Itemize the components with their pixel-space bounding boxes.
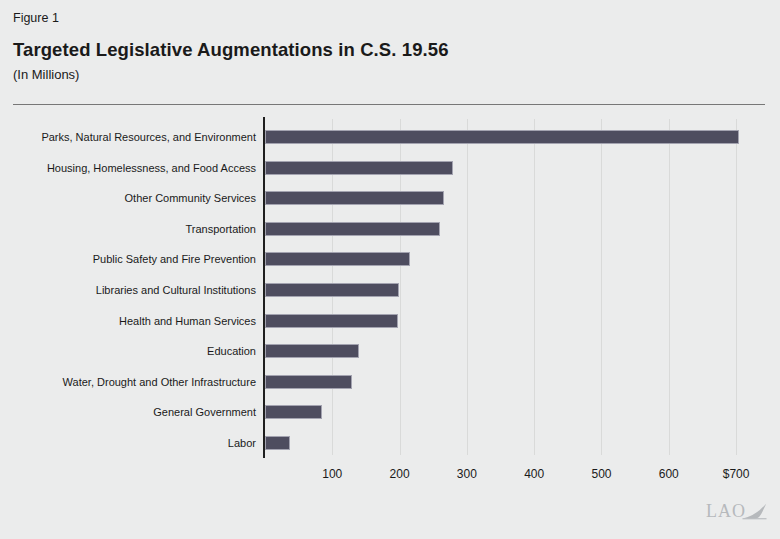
- chart-row: Public Safety and Fire Prevention: [265, 244, 765, 275]
- lao-logo: LAO: [706, 501, 767, 525]
- category-label: Libraries and Cultural Institutions: [96, 284, 256, 296]
- chart-row: Transportation: [265, 214, 765, 245]
- x-tick-label: 500: [591, 467, 611, 481]
- bar: [265, 314, 398, 328]
- category-label: Other Community Services: [125, 192, 256, 204]
- bar: [265, 252, 410, 266]
- x-axis-tick-labels: 100 200 300 400 500 600 $700: [265, 467, 765, 483]
- category-label: Labor: [228, 437, 256, 449]
- chart-row: Libraries and Cultural Institutions: [265, 275, 765, 306]
- chart-row: Housing, Homelessness, and Food Access: [265, 153, 765, 184]
- bar: [265, 405, 322, 419]
- x-tick-label: 200: [390, 467, 410, 481]
- bar-chart: Parks, Natural Resources, and Environmen…: [265, 119, 765, 455]
- bar: [265, 375, 352, 389]
- x-tick-label: $700: [723, 467, 750, 481]
- category-label: Public Safety and Fire Prevention: [93, 253, 256, 265]
- chart-rows: Parks, Natural Resources, and Environmen…: [265, 122, 765, 458]
- chart-row: Education: [265, 336, 765, 367]
- bar: [265, 283, 399, 297]
- bar: [265, 344, 359, 358]
- bar: [265, 436, 290, 450]
- category-label: General Government: [153, 406, 256, 418]
- chart-row: Labor: [265, 427, 765, 458]
- category-label: Housing, Homelessness, and Food Access: [47, 162, 256, 174]
- bar: [265, 222, 440, 236]
- x-tick-label: 400: [524, 467, 544, 481]
- x-tick-label: 100: [322, 467, 342, 481]
- x-tick-label: 300: [457, 467, 477, 481]
- figure-label: Figure 1: [13, 11, 59, 26]
- quill-icon: [746, 501, 767, 525]
- category-label: Health and Human Services: [119, 315, 256, 327]
- category-label: Water, Drought and Other Infrastructure: [63, 376, 256, 388]
- bar: [265, 191, 444, 205]
- category-label: Transportation: [185, 223, 256, 235]
- bar: [265, 161, 453, 175]
- category-label: Education: [207, 345, 256, 357]
- figure-title: Targeted Legislative Augmentations in C.…: [13, 39, 449, 61]
- category-label: Parks, Natural Resources, and Environmen…: [41, 131, 256, 143]
- bar: [265, 130, 739, 144]
- chart-row: Health and Human Services: [265, 305, 765, 336]
- header-divider: [13, 104, 765, 105]
- x-tick-label: 600: [659, 467, 679, 481]
- chart-row: Other Community Services: [265, 183, 765, 214]
- lao-logo-text: LAO: [706, 501, 746, 521]
- figure-subtitle: (In Millions): [13, 67, 79, 83]
- chart-row: Parks, Natural Resources, and Environmen…: [265, 122, 765, 153]
- figure-canvas: Figure 1 Targeted Legislative Augmentati…: [0, 0, 780, 539]
- chart-row: Water, Drought and Other Infrastructure: [265, 366, 765, 397]
- chart-row: General Government: [265, 397, 765, 428]
